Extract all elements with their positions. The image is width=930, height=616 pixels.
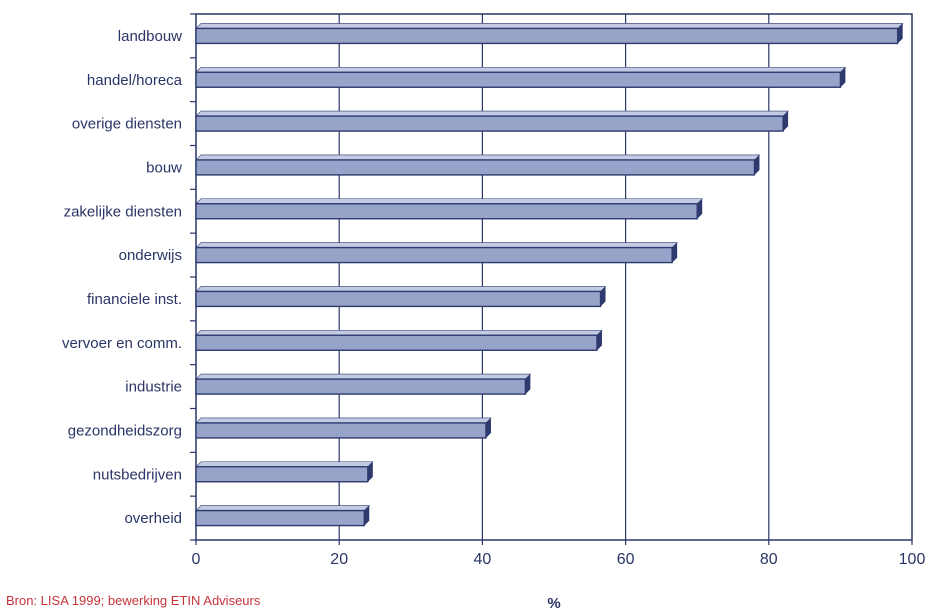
bar — [195, 329, 603, 351]
category-label: bouw — [146, 159, 182, 176]
x-tick-label: 100 — [899, 551, 926, 568]
category-label: overheid — [124, 510, 182, 527]
x-tick-label: 40 — [474, 551, 492, 568]
bar — [195, 286, 607, 308]
x-tick-label: 20 — [330, 551, 348, 568]
source-note: Bron: LISA 1999; bewerking ETIN Adviseur… — [6, 593, 261, 608]
bar — [195, 461, 374, 483]
bar — [195, 373, 532, 395]
bar — [195, 154, 761, 176]
category-label: gezondheidszorg — [68, 422, 182, 439]
bar — [195, 110, 789, 132]
x-axis-label: % — [547, 595, 560, 612]
x-tick-label: 80 — [760, 551, 778, 568]
bar — [195, 505, 370, 527]
bar — [195, 417, 492, 439]
category-label: industrie — [125, 379, 182, 396]
bar — [195, 198, 703, 220]
category-labels: landbouw handel/horeca overige diensten bou… — [62, 28, 183, 527]
bars — [195, 23, 904, 527]
bar — [195, 23, 904, 45]
category-label: zakelijke diensten — [64, 203, 182, 220]
category-label: nutsbedrijven — [93, 466, 182, 483]
x-tick-labels: 0 20 40 60 80 100 — [192, 540, 926, 568]
x-tick-label: 0 — [192, 551, 201, 568]
bar — [195, 242, 678, 264]
category-label: landbouw — [118, 28, 182, 45]
category-label: financiele inst. — [87, 291, 182, 308]
bar — [195, 66, 847, 88]
category-label: onderwijs — [119, 247, 182, 264]
plot-frame — [195, 13, 913, 541]
gridlines — [190, 13, 770, 541]
x-tick-label: 60 — [617, 551, 635, 568]
category-label: overige diensten — [72, 116, 182, 133]
category-label: vervoer en comm. — [62, 335, 182, 352]
category-label: handel/horeca — [87, 72, 183, 89]
